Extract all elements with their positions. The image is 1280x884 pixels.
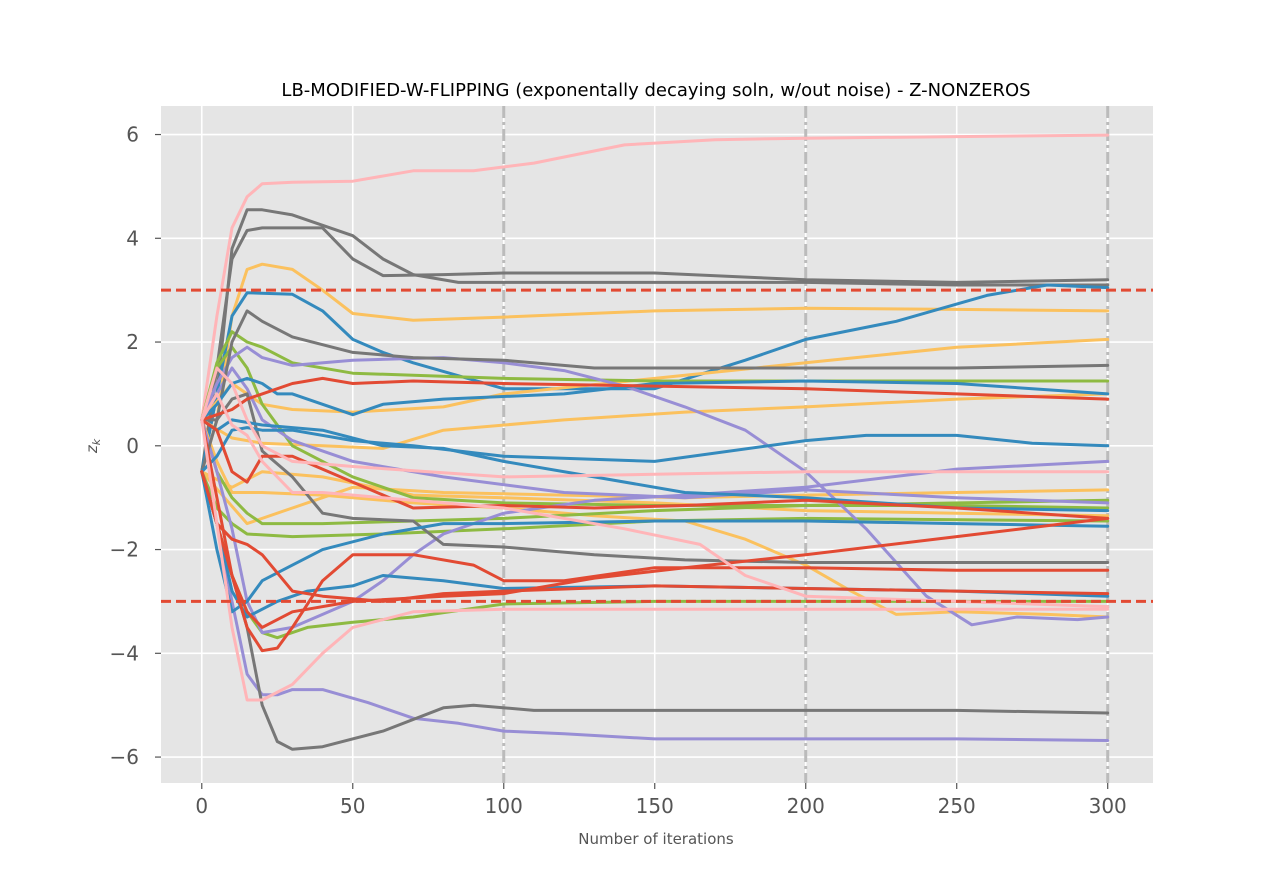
series-line xyxy=(200,418,1110,702)
series-line xyxy=(200,418,1110,526)
y-tick-label: −2 xyxy=(110,538,139,562)
series-line xyxy=(200,345,1110,627)
y-tick-label: 4 xyxy=(126,226,139,250)
y-axis-ticks: −6 −4 −2 0 2 4 6 xyxy=(110,123,161,769)
series-line xyxy=(200,366,1110,505)
series-line xyxy=(200,418,1110,520)
y-axis-label: zk xyxy=(83,438,103,454)
series-line xyxy=(200,376,1110,422)
y-tick-label: 0 xyxy=(126,434,139,458)
series-line xyxy=(200,470,1110,614)
series-line xyxy=(200,366,1110,479)
y-tick-label: 6 xyxy=(126,123,139,147)
series-line xyxy=(200,470,1110,653)
x-tick-label: 100 xyxy=(485,794,523,818)
x-axis-ticks: 0 50 100 150 200 250 300 xyxy=(195,783,1127,818)
x-tick-label: 0 xyxy=(195,794,208,818)
x-tick-label: 250 xyxy=(938,794,976,818)
series-line xyxy=(200,418,1110,629)
series-line xyxy=(200,418,1110,513)
series-line xyxy=(200,418,1110,635)
x-tick-label: 300 xyxy=(1089,794,1127,818)
y-tick-label: −6 xyxy=(110,745,139,769)
y-tick-label: −4 xyxy=(110,641,139,665)
series-line xyxy=(200,376,1110,422)
series-lines xyxy=(161,133,1153,751)
y-tick-label: 2 xyxy=(126,330,139,354)
series-line xyxy=(200,283,1110,474)
x-axis-label: Number of iterations xyxy=(578,830,734,848)
series-line xyxy=(200,418,1110,619)
series-line xyxy=(200,309,1110,474)
series-line xyxy=(200,330,1110,422)
series-line xyxy=(200,262,1110,474)
series-line xyxy=(200,470,1110,742)
series-line xyxy=(200,208,1110,474)
series-line xyxy=(200,133,1110,422)
x-tick-label: 150 xyxy=(636,794,674,818)
x-tick-label: 200 xyxy=(787,794,825,818)
series-line xyxy=(200,226,1110,474)
chart-title: LB-MODIFIED-W-FLIPPING (exponentally dec… xyxy=(281,80,1030,101)
series-line xyxy=(200,392,1110,609)
x-tick-label: 50 xyxy=(340,794,365,818)
